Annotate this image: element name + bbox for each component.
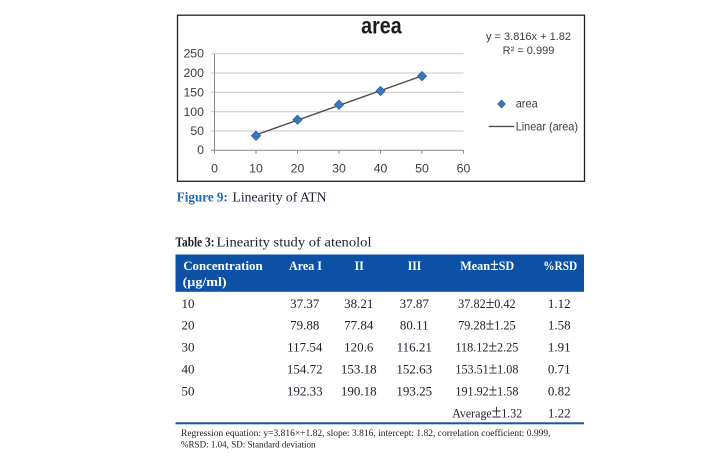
svg-text:area: area [361, 13, 402, 39]
svg-text:37.37: 37.37 [290, 296, 320, 311]
svg-text:III: III [408, 258, 422, 273]
svg-text:192.33: 192.33 [287, 384, 323, 399]
svg-text:1.91: 1.91 [548, 340, 571, 355]
svg-text:II: II [354, 258, 364, 273]
svg-text:191.92±1.58: 191.92±1.58 [455, 381, 518, 400]
svg-text:40: 40 [182, 362, 195, 377]
svg-text:R² = 0.999: R² = 0.999 [503, 45, 555, 57]
svg-text:0.82: 0.82 [548, 384, 571, 399]
svg-text:116.21: 116.21 [397, 340, 432, 355]
svg-text:50: 50 [190, 124, 204, 138]
svg-text:Table 3:: Table 3: [176, 235, 215, 250]
svg-text:79.28±1.25: 79.28±1.25 [458, 315, 516, 334]
svg-text:79.88: 79.88 [290, 318, 319, 333]
svg-text:77.84: 77.84 [344, 318, 374, 333]
svg-text:193.25: 193.25 [396, 384, 432, 399]
svg-text:10: 10 [182, 296, 195, 311]
svg-text:38.21: 38.21 [344, 296, 373, 311]
svg-text:10: 10 [249, 162, 263, 176]
svg-text:1.22: 1.22 [548, 406, 571, 421]
svg-text:Linear (area): Linear (area) [516, 119, 578, 133]
svg-text:60: 60 [457, 162, 471, 176]
svg-text:%RSD: 1.04, SD: Standard devia: %RSD: 1.04, SD: Standard deviation [181, 441, 316, 451]
svg-text:1.12: 1.12 [548, 296, 571, 311]
svg-text:0.71: 0.71 [548, 362, 571, 377]
svg-text:190.18: 190.18 [341, 384, 377, 399]
svg-text:Figure 9:: Figure 9: [177, 190, 228, 205]
svg-text:40: 40 [374, 162, 388, 176]
svg-text:0: 0 [197, 143, 204, 157]
svg-text:Mean±SD: Mean±SD [460, 255, 514, 274]
svg-text:37.82±0.42: 37.82±0.42 [458, 293, 516, 312]
svg-text:y = 3.816x + 1.82: y = 3.816x + 1.82 [486, 31, 571, 43]
svg-text:80.11: 80.11 [400, 318, 429, 333]
svg-text:50: 50 [182, 384, 195, 399]
svg-text:0: 0 [211, 162, 218, 176]
svg-text:area: area [516, 97, 538, 111]
svg-text:Linearity study of atenolol: Linearity study of atenolol [217, 235, 372, 250]
svg-text:(µg/ml): (µg/ml) [183, 274, 227, 289]
svg-text:50: 50 [415, 162, 429, 176]
svg-text:Linearity of ATN: Linearity of ATN [233, 190, 327, 205]
svg-text:118.12±2.25: 118.12±2.25 [455, 337, 518, 356]
svg-text:120.6: 120.6 [344, 340, 374, 355]
svg-text:Area I: Area I [289, 258, 322, 273]
svg-text:30: 30 [332, 162, 346, 176]
svg-text:117.54: 117.54 [287, 340, 323, 355]
svg-text:Concentration: Concentration [183, 258, 263, 273]
svg-text:154.72: 154.72 [287, 362, 323, 377]
svg-text:153.51±1.08: 153.51±1.08 [455, 359, 518, 378]
svg-text:1.58: 1.58 [548, 318, 571, 333]
svg-text:153.18: 153.18 [341, 362, 377, 377]
svg-text:20: 20 [182, 318, 195, 333]
svg-text:30: 30 [182, 340, 195, 355]
svg-text:200: 200 [183, 66, 204, 80]
svg-text:100: 100 [183, 105, 204, 119]
svg-text:37.87: 37.87 [400, 296, 430, 311]
svg-text:%RSD: %RSD [543, 258, 577, 273]
svg-text:250: 250 [183, 47, 204, 61]
svg-text:150: 150 [183, 85, 204, 99]
svg-text:152.63: 152.63 [396, 362, 432, 377]
svg-text:Average±1.32: Average±1.32 [452, 402, 522, 423]
svg-text:20: 20 [291, 162, 305, 176]
svg-text:Regression equation: y=3.816×+: Regression equation: y=3.816×+1.82, slop… [181, 428, 551, 439]
